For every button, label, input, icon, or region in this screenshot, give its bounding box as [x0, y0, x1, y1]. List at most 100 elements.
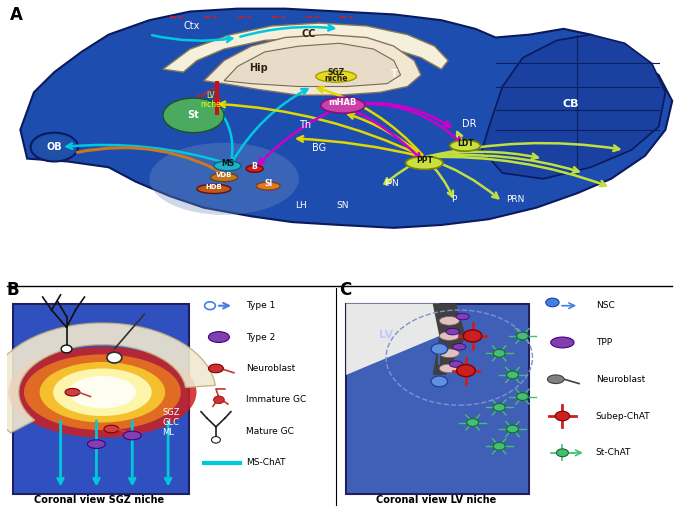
Ellipse shape [8, 347, 196, 438]
Text: SGZ: SGZ [327, 68, 345, 77]
Text: B: B [7, 281, 20, 299]
Circle shape [507, 425, 519, 433]
Ellipse shape [197, 184, 231, 194]
Ellipse shape [257, 182, 280, 190]
Circle shape [556, 449, 568, 457]
Text: LDT: LDT [457, 139, 473, 148]
Ellipse shape [439, 332, 459, 340]
Ellipse shape [163, 98, 224, 133]
Circle shape [213, 396, 224, 404]
Ellipse shape [35, 135, 73, 159]
Text: LV: LV [206, 91, 215, 100]
Ellipse shape [449, 361, 462, 367]
Text: Th: Th [299, 121, 311, 130]
Circle shape [466, 419, 479, 426]
FancyBboxPatch shape [13, 303, 189, 494]
Ellipse shape [246, 165, 263, 173]
Text: Neuroblast: Neuroblast [595, 375, 645, 384]
Circle shape [204, 302, 215, 310]
Circle shape [456, 365, 475, 376]
Circle shape [546, 298, 559, 307]
Ellipse shape [31, 133, 78, 162]
Text: TPP: TPP [595, 338, 612, 347]
Text: Immature GC: Immature GC [246, 396, 306, 404]
Text: SGZ
GLC
ML: SGZ GLC ML [162, 407, 180, 437]
Text: PRN: PRN [506, 195, 524, 204]
Ellipse shape [551, 337, 574, 348]
Polygon shape [163, 23, 448, 72]
Polygon shape [204, 35, 421, 95]
Text: B: B [252, 162, 257, 170]
Text: Type 2: Type 2 [246, 333, 275, 341]
Text: LH: LH [295, 201, 307, 210]
Ellipse shape [149, 143, 299, 215]
Text: Ctx: Ctx [183, 21, 200, 31]
Text: CC: CC [301, 29, 316, 40]
Text: Neuroblast: Neuroblast [246, 364, 295, 373]
Ellipse shape [214, 161, 241, 171]
Circle shape [555, 411, 570, 421]
Circle shape [431, 344, 447, 354]
Text: LV: LV [380, 330, 394, 340]
Circle shape [463, 330, 482, 342]
Ellipse shape [439, 317, 459, 325]
Ellipse shape [320, 97, 365, 113]
Text: A: A [10, 6, 23, 24]
Ellipse shape [210, 173, 238, 182]
Ellipse shape [316, 71, 356, 82]
Ellipse shape [24, 354, 181, 430]
Text: PPT: PPT [416, 156, 433, 165]
Ellipse shape [439, 349, 459, 357]
Polygon shape [482, 35, 665, 179]
Polygon shape [346, 303, 439, 375]
Text: BG: BG [312, 143, 327, 153]
Circle shape [517, 332, 528, 340]
Text: SN: SN [336, 201, 348, 210]
Ellipse shape [104, 425, 119, 433]
Polygon shape [20, 9, 672, 228]
Circle shape [107, 352, 122, 363]
Ellipse shape [53, 368, 151, 416]
Circle shape [493, 442, 505, 450]
FancyBboxPatch shape [346, 303, 529, 494]
Text: MS-ChAT: MS-ChAT [246, 458, 285, 467]
Ellipse shape [456, 313, 469, 320]
Text: niche: niche [325, 74, 348, 83]
Text: VDB: VDB [216, 172, 232, 178]
Text: NSC: NSC [595, 301, 614, 310]
Text: IPN: IPN [384, 179, 399, 188]
Ellipse shape [124, 431, 141, 440]
Text: Subep-ChAT: Subep-ChAT [595, 411, 650, 421]
Ellipse shape [69, 376, 136, 408]
Ellipse shape [208, 364, 223, 373]
Circle shape [211, 437, 221, 443]
Text: Coronal view SGZ niche: Coronal view SGZ niche [35, 494, 164, 505]
Circle shape [431, 376, 447, 387]
Polygon shape [224, 43, 401, 87]
Ellipse shape [405, 157, 443, 169]
Text: Mature GC: Mature GC [246, 426, 294, 436]
Ellipse shape [65, 388, 80, 396]
Text: MS: MS [221, 159, 234, 168]
Ellipse shape [88, 440, 105, 449]
Text: CA3: CA3 [200, 298, 220, 307]
Text: St: St [187, 110, 200, 121]
Text: Coronal view LV niche: Coronal view LV niche [376, 494, 496, 505]
Ellipse shape [453, 344, 466, 350]
Circle shape [507, 371, 519, 379]
Circle shape [493, 349, 505, 357]
Ellipse shape [446, 329, 459, 335]
Text: P: P [452, 195, 457, 204]
Ellipse shape [547, 375, 564, 384]
Ellipse shape [439, 364, 459, 373]
Text: St-ChAT: St-ChAT [595, 448, 631, 457]
Polygon shape [0, 323, 215, 433]
Ellipse shape [208, 332, 230, 342]
Polygon shape [215, 81, 219, 115]
Text: mHAB: mHAB [329, 98, 357, 107]
Text: niche: niche [200, 100, 221, 109]
Text: OB: OB [46, 142, 62, 152]
Text: CB: CB [562, 99, 579, 109]
Circle shape [61, 345, 72, 353]
Circle shape [517, 392, 528, 401]
